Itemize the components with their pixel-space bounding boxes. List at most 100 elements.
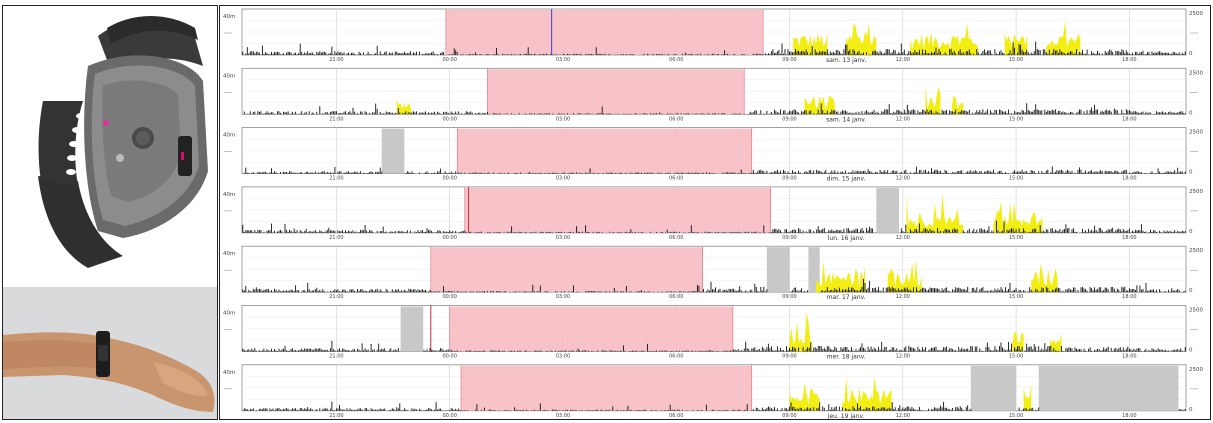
- day-row: 40m 2500 0 21:00 00:00 03:00 06:00 09:00 12:00 15…: [223, 186, 1203, 242]
- x-tick-label: 09:00: [782, 413, 796, 419]
- day-label: mar. 17 janv.: [827, 294, 866, 301]
- light-exposure: [793, 32, 828, 55]
- x-tick-label: 06:00: [669, 413, 683, 419]
- non-wear-period: [808, 247, 820, 293]
- x-tick-label: 03:00: [556, 413, 570, 419]
- activity-counts: [242, 401, 1186, 411]
- y-axis-label: 40m: [223, 14, 235, 20]
- x-tick-label: 12:00: [896, 354, 910, 360]
- light-exposure: [910, 23, 979, 55]
- x-tick-label: 21:00: [329, 116, 343, 122]
- x-tick-label: 06:00: [669, 354, 683, 360]
- x-tick-label: 15:00: [1009, 176, 1023, 182]
- x-tick-label: 09:00: [782, 294, 796, 300]
- non-wear-period: [766, 247, 790, 293]
- x-tick-label: 18:00: [1122, 294, 1136, 300]
- day-row: 40m 2500 0 21:00 00:00 03:00 06:00 09:00 12:00 15…: [223, 305, 1203, 361]
- x-tick-label: 09:00: [782, 235, 796, 241]
- activity-counts: [242, 220, 1186, 233]
- x-tick-label: 18:00: [1122, 235, 1136, 241]
- x-tick-label: 03:00: [556, 176, 570, 182]
- y-axis-label: 40m: [223, 251, 235, 257]
- x-tick-label: 18:00: [1122, 116, 1136, 122]
- activity-counts: [242, 278, 1186, 293]
- x-tick-label: 21:00: [329, 57, 343, 63]
- non-wear-period: [400, 306, 424, 352]
- day-label: sam. 13 janv.: [826, 57, 866, 64]
- y-right-tick-label: 0: [1189, 110, 1193, 116]
- sleep-period: [464, 187, 771, 233]
- light-exposure: [846, 22, 877, 55]
- y-right-tick-label: 2500: [1189, 130, 1203, 136]
- y-right-tick-label: 0: [1189, 51, 1193, 57]
- sleep-period: [457, 128, 752, 174]
- day-row: 40m 2500 0 21:00 00:00 03:00 06:00 09:00 12:00 15…: [223, 127, 1203, 183]
- day-label: jeu. 19 janv.: [827, 413, 865, 419]
- y-right-tick-label: 0: [1189, 288, 1193, 294]
- day-label: mer. 18 janv.: [827, 354, 866, 361]
- x-tick-label: 18:00: [1122, 413, 1136, 419]
- x-tick-label: 12:00: [896, 57, 910, 63]
- y-axis-label: 40m: [223, 73, 235, 79]
- x-tick-label: 15:00: [1009, 294, 1023, 300]
- light-exposure: [804, 96, 835, 115]
- y-right-tick-label: 0: [1189, 229, 1193, 235]
- day-row: 40m 2500 0 21:00 00:00 03:00 06:00 09:00 12:00 15…: [223, 245, 1203, 301]
- non-wear-period: [1038, 365, 1179, 411]
- day-label: dim. 15 janv.: [827, 176, 866, 183]
- light-exposure: [1050, 333, 1062, 352]
- x-tick-label: 15:00: [1009, 235, 1023, 241]
- y-axis-label: 40m: [223, 133, 235, 139]
- x-tick-label: 21:00: [329, 176, 343, 182]
- x-tick-label: 21:00: [329, 354, 343, 360]
- x-tick-label: 15:00: [1009, 413, 1023, 419]
- x-tick-label: 03:00: [556, 116, 570, 122]
- y-right-tick-label: 2500: [1189, 189, 1203, 195]
- wrist-photo: [3, 287, 217, 419]
- actogram-panel: 40m 2500 0 21:00 00:00 03:00 06:00 09:00 12:00 15…: [219, 5, 1211, 420]
- non-wear-period: [970, 365, 1017, 411]
- x-tick-label: 00:00: [442, 176, 456, 182]
- light-exposure: [925, 84, 941, 115]
- non-wear-period: [876, 187, 900, 233]
- x-tick-label: 03:00: [556, 294, 570, 300]
- x-tick-label: 15:00: [1009, 354, 1023, 360]
- x-tick-label: 12:00: [896, 413, 910, 419]
- y-right-tick-label: 2500: [1189, 11, 1203, 17]
- light-exposure: [951, 95, 964, 115]
- y-right-tick-label: 2500: [1189, 248, 1203, 254]
- activity-counts: [242, 41, 1186, 55]
- sleep-period: [445, 10, 764, 55]
- day-row: 40m 2500 0 21:00 00:00 03:00 06:00 09:00 12:00 15…: [223, 8, 1203, 64]
- x-tick-label: 06:00: [669, 57, 683, 63]
- x-tick-label: 09:00: [782, 57, 796, 63]
- x-tick-label: 21:00: [329, 413, 343, 419]
- x-tick-label: 09:00: [782, 116, 796, 122]
- x-tick-label: 03:00: [556, 354, 570, 360]
- x-tick-label: 00:00: [442, 116, 456, 122]
- x-tick-label: 00:00: [442, 57, 456, 63]
- activity-counts: [243, 103, 1186, 115]
- day-row: 40m 2500 0 21:00 00:00 03:00 06:00 09:00 12:00 15…: [223, 364, 1203, 419]
- x-tick-label: 00:00: [442, 294, 456, 300]
- x-tick-label: 15:00: [1009, 116, 1023, 122]
- day-label: sam. 14 janv.: [826, 116, 866, 123]
- x-tick-label: 12:00: [896, 235, 910, 241]
- x-tick-label: 18:00: [1122, 176, 1136, 182]
- actigraph-device-photo: [3, 6, 217, 285]
- x-tick-label: 18:00: [1122, 354, 1136, 360]
- photo-panel: [2, 5, 218, 420]
- y-right-tick-label: 2500: [1189, 367, 1203, 373]
- light-exposure: [1023, 383, 1032, 411]
- y-right-tick-label: 0: [1189, 407, 1193, 413]
- y-right-tick-label: 2500: [1189, 70, 1203, 76]
- y-right-tick-label: 2500: [1189, 308, 1203, 314]
- y-axis-label: 40m: [223, 192, 235, 198]
- x-tick-label: 06:00: [669, 235, 683, 241]
- light-exposure: [789, 382, 820, 411]
- light-exposure: [1031, 263, 1058, 293]
- x-tick-label: 21:00: [329, 235, 343, 241]
- light-exposure: [789, 313, 813, 352]
- light-exposure: [906, 193, 964, 233]
- light-exposure: [1046, 20, 1081, 55]
